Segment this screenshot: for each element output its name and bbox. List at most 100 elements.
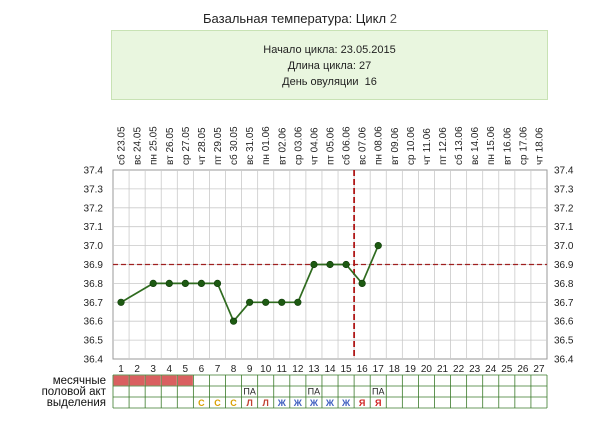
- menses-cell[interactable]: [177, 375, 193, 386]
- temperature-point[interactable]: [246, 298, 254, 306]
- date-column-label: вс 31.05: [245, 127, 256, 165]
- date-label: 06.06: [342, 126, 353, 151]
- temperature-point[interactable]: [117, 298, 125, 306]
- date-column-label: ср 27.05: [181, 126, 192, 165]
- menses-cell[interactable]: [129, 375, 145, 386]
- y-tick-label-left: 36.6: [84, 317, 104, 328]
- temperature-point[interactable]: [342, 260, 350, 269]
- y-tick-label-left: 36.4: [84, 355, 104, 366]
- day-number-label: 3: [150, 364, 156, 375]
- temperature-point[interactable]: [149, 279, 157, 288]
- date-column-label: вт 09.06: [390, 127, 401, 165]
- cycle-length-line: Длина цикла: 27: [112, 58, 547, 74]
- date-label: 15.06: [486, 126, 497, 151]
- discharge-mark: Л: [263, 398, 269, 408]
- y-tick-label-left: 36.9: [84, 260, 104, 271]
- weekday-label: ср: [406, 152, 417, 165]
- weekday-label: вс: [245, 152, 256, 165]
- date-column-label: ср 17.06: [518, 126, 529, 165]
- discharge-mark: Л: [246, 398, 252, 408]
- y-tick-label-left: 37.0: [84, 241, 104, 252]
- discharge-mark: С: [214, 398, 221, 408]
- menses-cell[interactable]: [113, 375, 129, 386]
- menses-row-label: месячные: [53, 375, 106, 387]
- temperature-point[interactable]: [197, 279, 206, 288]
- date-column-label: чт 18.06: [534, 127, 545, 165]
- day-number-label: 4: [166, 364, 172, 375]
- day-number-label: 5: [183, 364, 189, 375]
- day-number-label: 12: [292, 364, 304, 375]
- temperature-point[interactable]: [374, 242, 382, 250]
- temperature-point[interactable]: [165, 279, 173, 288]
- temperature-line-segment: [120, 282, 154, 304]
- temperature-point[interactable]: [213, 279, 222, 288]
- menses-cell[interactable]: [145, 375, 161, 386]
- day-number-label: 25: [501, 364, 513, 375]
- y-tick-label-right: 37.2: [554, 203, 574, 214]
- y-tick-label-left: 36.8: [84, 279, 104, 290]
- day-number-label: 7: [215, 364, 221, 375]
- day-number-label: 16: [357, 364, 369, 375]
- temperature-line-segment: [361, 245, 380, 284]
- day-number-label: 1: [118, 364, 124, 375]
- date-label: 05.06: [326, 127, 337, 152]
- discharge-mark: С: [230, 398, 237, 408]
- cycle-start-label: Начало цикла:: [263, 44, 338, 56]
- date-column-label: вс 07.06: [358, 127, 369, 165]
- day-number-label: 23: [469, 364, 481, 375]
- discharge-mark: Ж: [277, 398, 287, 408]
- weekday-label: вс: [133, 152, 144, 165]
- date-label: 17.06: [518, 126, 529, 151]
- weekday-label: вс: [470, 152, 481, 165]
- intercourse-mark: ПА: [308, 387, 320, 397]
- date-column-label: чт 04.06: [309, 127, 320, 165]
- y-tick-label-left: 36.5: [84, 336, 104, 347]
- date-column-label: вт 16.06: [502, 127, 513, 165]
- weekday-label: вт: [502, 153, 513, 165]
- date-label: 18.06: [534, 127, 545, 152]
- date-label: 23.05: [117, 126, 128, 151]
- day-number-label: 13: [308, 364, 320, 375]
- y-tick-label-right: 36.9: [554, 260, 574, 271]
- date-label: 01.06: [261, 126, 272, 151]
- temperature-point[interactable]: [181, 279, 189, 288]
- weekday-label: вт: [390, 153, 401, 165]
- temperature-point[interactable]: [262, 298, 270, 306]
- y-tick-label-right: 37.3: [554, 184, 574, 195]
- day-number-label: 9: [247, 364, 253, 375]
- date-label: 28.05: [197, 127, 208, 152]
- day-number-label: 18: [389, 364, 401, 375]
- temperature-point[interactable]: [229, 317, 238, 325]
- menses-cell[interactable]: [161, 375, 177, 386]
- ovulation-day-label: День овуляции: [282, 76, 359, 88]
- day-number-label: 11: [277, 364, 288, 375]
- day-number-label: 14: [324, 364, 336, 375]
- date-label: 14.06: [470, 127, 481, 152]
- y-tick-label-right: 36.5: [554, 336, 574, 347]
- date-label: 25.05: [149, 126, 160, 151]
- ovulation-day-value: 16: [364, 76, 377, 88]
- day-number-label: 10: [260, 364, 272, 375]
- weekday-label: пт: [438, 152, 449, 165]
- weekday-label: пн: [149, 151, 160, 165]
- day-number-label: 21: [437, 364, 449, 375]
- temperature-line-segment: [345, 263, 363, 284]
- day-number-label: 19: [405, 364, 417, 375]
- y-tick-label-right: 36.7: [554, 298, 574, 309]
- y-tick-label-right: 37.4: [554, 166, 574, 177]
- temperature-point[interactable]: [278, 298, 286, 306]
- y-tick-label-left: 37.4: [84, 166, 104, 177]
- temperature-point[interactable]: [358, 279, 366, 288]
- temperature-point[interactable]: [294, 298, 302, 306]
- date-column-label: пн 01.06: [261, 126, 272, 165]
- weekday-label: пн: [374, 151, 385, 165]
- discharge-mark: Ж: [325, 398, 335, 408]
- temperature-point[interactable]: [326, 260, 334, 269]
- day-number-label: 17: [373, 364, 385, 375]
- weekday-label: сб: [341, 151, 353, 165]
- temperature-line-segment: [232, 301, 251, 322]
- date-column-label: ср 10.06: [406, 126, 417, 165]
- temperature-point[interactable]: [310, 260, 318, 269]
- y-tick-label-right: 36.4: [554, 355, 574, 366]
- date-label: 12.06: [438, 127, 449, 152]
